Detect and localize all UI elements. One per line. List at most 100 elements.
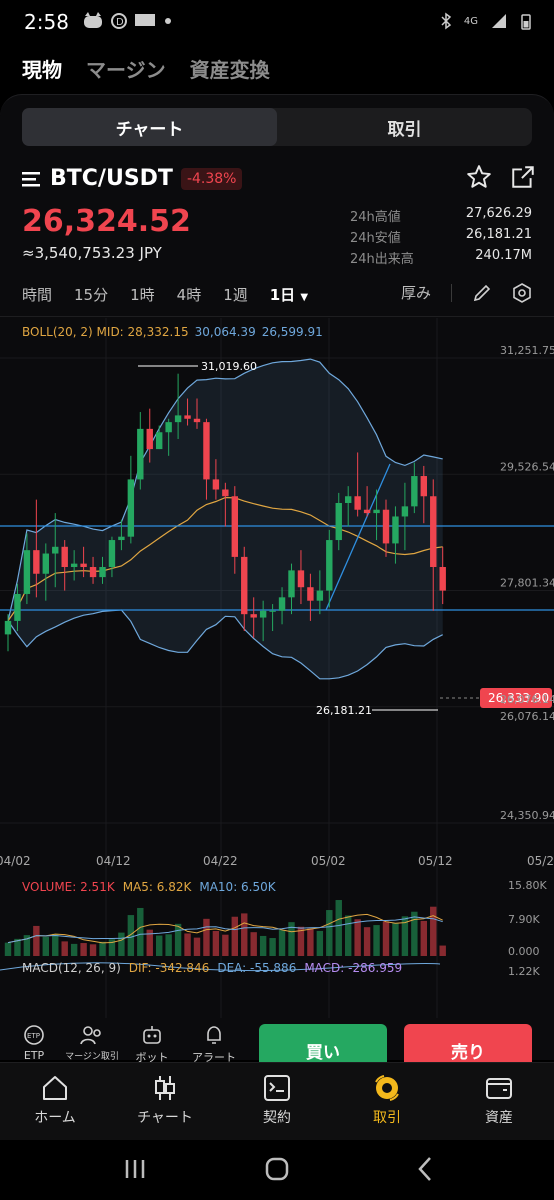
nav-chart[interactable]: チャート — [110, 1073, 220, 1127]
volume-bar — [89, 944, 97, 956]
svg-text:ETP: ETP — [27, 1032, 40, 1040]
y-tick-label: 27,801.34 — [500, 577, 554, 590]
candle-body — [297, 570, 305, 588]
candle-body — [231, 496, 238, 557]
candle-body — [174, 415, 182, 423]
etp-label: ETP — [23, 1049, 45, 1062]
battery-icon — [521, 14, 531, 30]
caret-down-icon: ▼ — [300, 292, 309, 303]
macd-tick-label: 1.22K — [508, 965, 540, 978]
trade-icon — [375, 1075, 399, 1101]
nav-trade[interactable]: 取引 — [332, 1073, 442, 1127]
alert-button[interactable]: アラート — [186, 1024, 242, 1065]
candle-body — [411, 476, 418, 507]
interval-time[interactable]: 時間 — [22, 286, 53, 304]
margin-trade-label: マージン取引 — [65, 1052, 119, 1062]
volume-bar — [269, 938, 276, 956]
recents-icon[interactable] — [120, 1154, 150, 1184]
candle-body — [203, 422, 210, 480]
interval-4h[interactable]: 4時 — [176, 286, 202, 304]
nav-assets-label: 資産 — [485, 1110, 513, 1126]
stat-low: 24h安値 26,181.21 — [350, 227, 532, 248]
candle-body — [392, 516, 399, 544]
home-icon — [43, 1076, 67, 1100]
trend-line — [325, 463, 391, 611]
last-price: 26,324.52 — [22, 204, 191, 239]
volume-bar — [146, 929, 153, 956]
volume-bar — [288, 922, 295, 956]
signal-icon — [492, 14, 506, 28]
volume-bar — [231, 916, 238, 956]
stat-label: 24h安値 — [350, 231, 401, 246]
y-tick-label: 26,076.14 — [500, 693, 554, 706]
volume-bar — [203, 918, 210, 956]
stat-label: 24h出来高 — [350, 252, 414, 267]
nav-futures[interactable]: 契約 — [222, 1073, 332, 1127]
mode-tabs: 現物 マージン 資産変換 — [22, 54, 270, 83]
change-badge: -4.38% — [180, 167, 243, 190]
pair-header[interactable]: BTC/USDT -4.38% — [22, 166, 243, 191]
nav-home[interactable]: ホーム — [0, 1073, 110, 1127]
candle-body — [259, 610, 267, 618]
volume-bar — [420, 920, 427, 956]
x-tick-label: 04/12 — [96, 854, 131, 868]
stat-value: 26,181.21 — [465, 227, 532, 242]
candle-body — [80, 563, 87, 568]
interval-15m[interactable]: 15分 — [74, 286, 109, 304]
volume-bar — [354, 919, 361, 956]
candle-body — [4, 620, 12, 635]
depth-button[interactable]: 厚み — [400, 284, 431, 302]
star-icon[interactable] — [466, 164, 492, 190]
volume-bar — [307, 928, 314, 956]
candlestick-chart[interactable]: 31,019.60 26,181.21 26,333.90 31,251.75 29,5… — [0, 318, 554, 1038]
candle-body — [278, 597, 286, 611]
bot-button[interactable]: ボット — [124, 1024, 180, 1065]
boll-mid: BOLL(20, 2) MID: 28,332.15 — [22, 325, 189, 339]
etp-button[interactable]: ETP ETP — [6, 1024, 62, 1062]
nav-assets[interactable]: 資産 — [444, 1073, 554, 1127]
segment-trade[interactable]: 取引 — [387, 119, 422, 140]
boll-up: 30,064.39 — [194, 325, 256, 339]
y-tick-label: 31,251.75 — [500, 344, 554, 357]
interval-1h[interactable]: 1時 — [130, 286, 155, 304]
home-nav-icon[interactable] — [262, 1154, 292, 1184]
candle-body — [335, 502, 342, 541]
candlestick-icon — [155, 1076, 175, 1100]
app-notification-icon — [135, 14, 155, 26]
candle-body — [373, 509, 380, 514]
interval-1d[interactable]: 1日 ▼ — [270, 284, 308, 305]
volume-bar — [174, 923, 182, 956]
system-navigation — [0, 1140, 554, 1200]
price-jpy: ≈3,540,753.23 JPY — [22, 244, 162, 262]
candle-body — [222, 489, 229, 497]
tab-spot[interactable]: 現物 — [22, 58, 62, 82]
candle-body — [137, 428, 144, 480]
volume-ma10-line — [7, 916, 443, 944]
candle-body — [33, 550, 40, 574]
volume-bar — [212, 930, 220, 956]
volume-tick-label: 7.90K — [508, 913, 540, 926]
tab-margin[interactable]: マージン — [86, 58, 166, 82]
share-icon[interactable] — [510, 164, 536, 190]
candle-body — [165, 422, 172, 433]
volume-value: VOLUME: 2.51K — [22, 880, 115, 894]
x-tick-label: 05/12 — [418, 854, 453, 868]
segment-chart[interactable]: チャート — [22, 108, 277, 146]
back-icon[interactable] — [410, 1154, 440, 1184]
candle-body — [70, 563, 78, 568]
candle-body — [401, 506, 409, 517]
pair-name: BTC/USDT — [50, 166, 173, 191]
tab-convert[interactable]: 資産変換 — [189, 58, 270, 82]
volume-bar — [382, 921, 390, 956]
pencil-icon[interactable] — [472, 283, 492, 303]
status-time: 2:58 — [24, 10, 69, 34]
candle-body — [14, 593, 21, 621]
interval-1w[interactable]: 1週 — [223, 286, 248, 304]
candle-body — [316, 590, 324, 601]
contract-icon — [264, 1075, 290, 1101]
settings-icon[interactable] — [512, 282, 532, 303]
margin-trade-button[interactable]: マージン取引 — [62, 1024, 122, 1062]
network-label: 4G — [463, 15, 478, 27]
candle-body — [382, 509, 390, 544]
x-tick-label: 04/02 — [0, 854, 31, 868]
